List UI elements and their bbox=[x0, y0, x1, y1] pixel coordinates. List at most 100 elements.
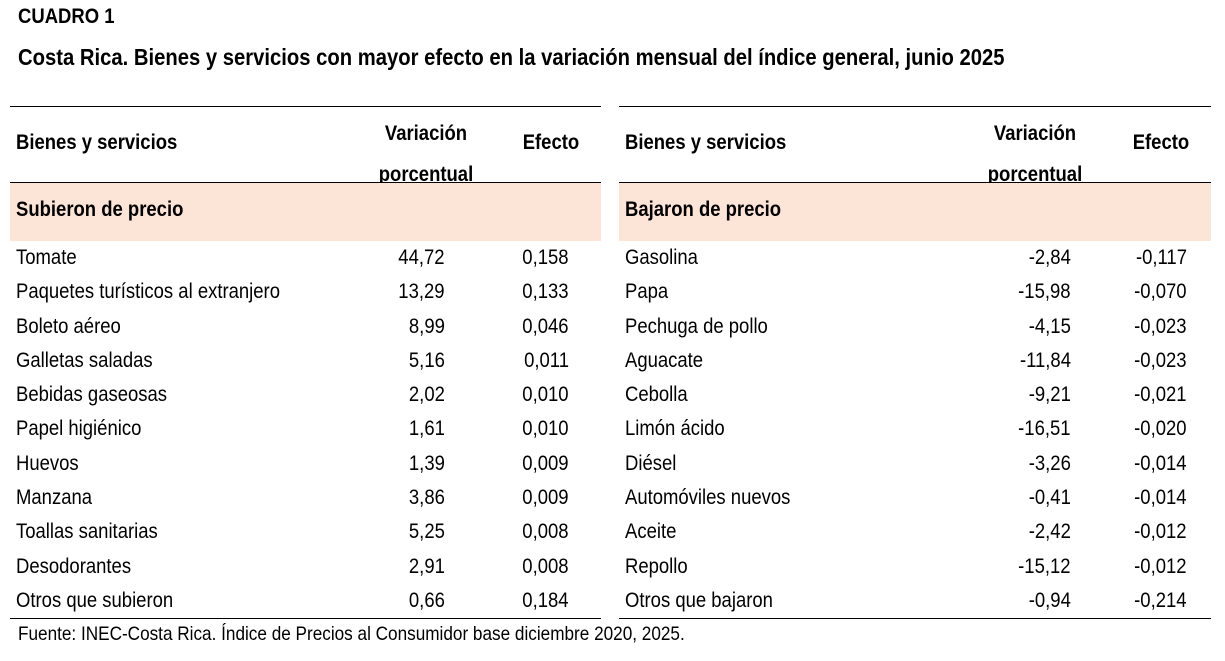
variation-value: 5,16 bbox=[409, 348, 445, 372]
item-name: Cebolla bbox=[625, 383, 688, 407]
variation-value: 13,29 bbox=[398, 280, 445, 304]
item-name: Bebidas gaseosas bbox=[16, 383, 168, 407]
item-name: Paquetes turísticos al extranjero bbox=[16, 280, 280, 304]
item-name: Manzana bbox=[16, 486, 93, 510]
variation-value: -11,84 bbox=[1019, 348, 1071, 372]
variation-value: 2,02 bbox=[409, 383, 445, 407]
item-name: Limón ácido bbox=[625, 417, 725, 441]
table-body: Gasolina -2,84 -0,117 Papa -15,98 -0,070 Pechu… bbox=[619, 241, 1211, 620]
column-header-variation-line1: Variación bbox=[384, 122, 468, 145]
variation-value: 1,39 bbox=[409, 451, 445, 475]
item-name: Aceite bbox=[625, 520, 677, 544]
table-row: Paquetes turísticos al extranjero 13,29 0,… bbox=[10, 275, 601, 309]
variation-value: -0,94 bbox=[1028, 588, 1071, 612]
table-row: Pechuga de pollo -4,15 -0,023 bbox=[619, 310, 1211, 344]
table-row: Toallas sanitarias 5,25 0,008 bbox=[10, 515, 601, 549]
item-name: Gasolina bbox=[625, 246, 698, 269]
item-name: Diésel bbox=[625, 451, 677, 475]
column-header-variation-line2: porcentual bbox=[378, 163, 474, 186]
price-decrease-table: Bienes y servicios Variación porcentual … bbox=[619, 106, 1211, 620]
source-note: Fuente: INEC-Costa Rica. Índice de Preci… bbox=[18, 623, 685, 645]
item-name: Tomate bbox=[16, 246, 77, 269]
effect-value: -0,023 bbox=[1134, 348, 1187, 372]
effect-value: 0,011 bbox=[524, 348, 569, 372]
variation-value: -4,15 bbox=[1028, 314, 1071, 338]
table-row: Diésel -3,26 -0,014 bbox=[619, 447, 1211, 481]
effect-value: -0,012 bbox=[1134, 520, 1187, 544]
item-name: Aguacate bbox=[625, 348, 704, 372]
variation-value: -3,26 bbox=[1028, 451, 1071, 475]
variation-value: 2,91 bbox=[409, 554, 445, 578]
effect-value: 0,008 bbox=[522, 554, 569, 578]
column-header-variation: Variación porcentual bbox=[368, 113, 484, 195]
effect-value: 0,009 bbox=[522, 486, 569, 510]
table-row: Limón ácido -16,51 -0,020 bbox=[619, 412, 1211, 446]
variation-value: -9,21 bbox=[1028, 383, 1071, 407]
table-row: Huevos 1,39 0,009 bbox=[10, 447, 601, 481]
item-name: Automóviles nuevos bbox=[625, 486, 791, 510]
column-header-variation-line2: porcentual bbox=[987, 163, 1083, 186]
table-row: Manzana 3,86 0,009 bbox=[10, 481, 601, 515]
table-header: Bienes y servicios Variación porcentual … bbox=[619, 106, 1211, 186]
variation-value: -16,51 bbox=[1018, 417, 1071, 441]
table-row: Papel higiénico 1,61 0,010 bbox=[10, 412, 601, 446]
effect-value: 0,046 bbox=[522, 314, 569, 338]
section-band: Bajaron de precio bbox=[619, 183, 1211, 241]
price-increase-table: Bienes y servicios Variación porcentual … bbox=[10, 106, 601, 620]
variation-value: -15,98 bbox=[1018, 280, 1071, 304]
effect-value: -0,214 bbox=[1134, 588, 1187, 612]
table-header: Bienes y servicios Variación porcentual … bbox=[10, 106, 601, 186]
effect-value: 0,158 bbox=[522, 246, 569, 269]
effect-value: -0,012 bbox=[1134, 554, 1187, 578]
table-row: Otros que subieron 0,66 0,184 bbox=[10, 584, 601, 620]
effect-value: 0,184 bbox=[522, 588, 569, 612]
table-row: Papa -15,98 -0,070 bbox=[619, 275, 1211, 309]
column-header-effect: Efecto bbox=[1132, 131, 1189, 154]
effect-value: 0,010 bbox=[522, 417, 569, 441]
table-row: Gasolina -2,84 -0,117 bbox=[619, 241, 1211, 275]
effect-value: -0,014 bbox=[1134, 451, 1187, 475]
table-label: CUADRO 1 bbox=[18, 5, 115, 28]
item-name: Papel higiénico bbox=[16, 417, 142, 441]
variation-value: -15,12 bbox=[1018, 554, 1071, 578]
section-title: Subieron de precio bbox=[16, 198, 184, 221]
table-row: Desodorantes 2,91 0,008 bbox=[10, 550, 601, 584]
variation-value: 1,61 bbox=[409, 417, 445, 441]
table-row: Galletas saladas 5,16 0,011 bbox=[10, 344, 601, 378]
column-header-effect: Efecto bbox=[522, 131, 579, 154]
table-row: Aguacate -11,84 -0,023 bbox=[619, 344, 1211, 378]
effect-value: -0,021 bbox=[1134, 383, 1187, 407]
table-row: Tomate 44,72 0,158 bbox=[10, 241, 601, 275]
item-name: Papa bbox=[625, 280, 669, 304]
table-row: Bebidas gaseosas 2,02 0,010 bbox=[10, 378, 601, 412]
column-header-items: Bienes y servicios bbox=[16, 131, 178, 154]
table-row: Otros que bajaron -0,94 -0,214 bbox=[619, 584, 1211, 620]
item-name: Otros que subieron bbox=[16, 588, 174, 612]
effect-value: -0,020 bbox=[1134, 417, 1187, 441]
table-body: Tomate 44,72 0,158 Paquetes turísticos al e… bbox=[10, 241, 601, 620]
item-name: Boleto aéreo bbox=[16, 314, 121, 338]
effect-value: -0,014 bbox=[1134, 486, 1187, 510]
effect-value: -0,023 bbox=[1134, 314, 1187, 338]
variation-value: 0,66 bbox=[409, 588, 445, 612]
variation-value: 3,86 bbox=[409, 486, 445, 510]
item-name: Galletas saladas bbox=[16, 348, 153, 372]
section-band: Subieron de precio bbox=[10, 183, 601, 241]
section-title: Bajaron de precio bbox=[625, 198, 782, 221]
item-name: Otros que bajaron bbox=[625, 588, 773, 612]
item-name: Pechuga de pollo bbox=[625, 314, 768, 338]
item-name: Huevos bbox=[16, 451, 79, 475]
variation-value: -2,84 bbox=[1028, 246, 1071, 269]
table-row: Cebolla -9,21 -0,021 bbox=[619, 378, 1211, 412]
variation-value: -2,42 bbox=[1028, 520, 1071, 544]
effect-value: 0,010 bbox=[522, 383, 569, 407]
column-header-items: Bienes y servicios bbox=[625, 131, 787, 154]
table-row: Boleto aéreo 8,99 0,046 bbox=[10, 310, 601, 344]
effect-value: 0,008 bbox=[522, 520, 569, 544]
column-header-variation: Variación porcentual bbox=[977, 113, 1093, 195]
table-title: Costa Rica. Bienes y servicios con mayor… bbox=[18, 44, 1005, 70]
variation-value: 5,25 bbox=[409, 520, 445, 544]
variation-value: -0,41 bbox=[1028, 486, 1071, 510]
effect-value: -0,117 bbox=[1135, 246, 1187, 269]
item-name: Desodorantes bbox=[16, 554, 132, 578]
